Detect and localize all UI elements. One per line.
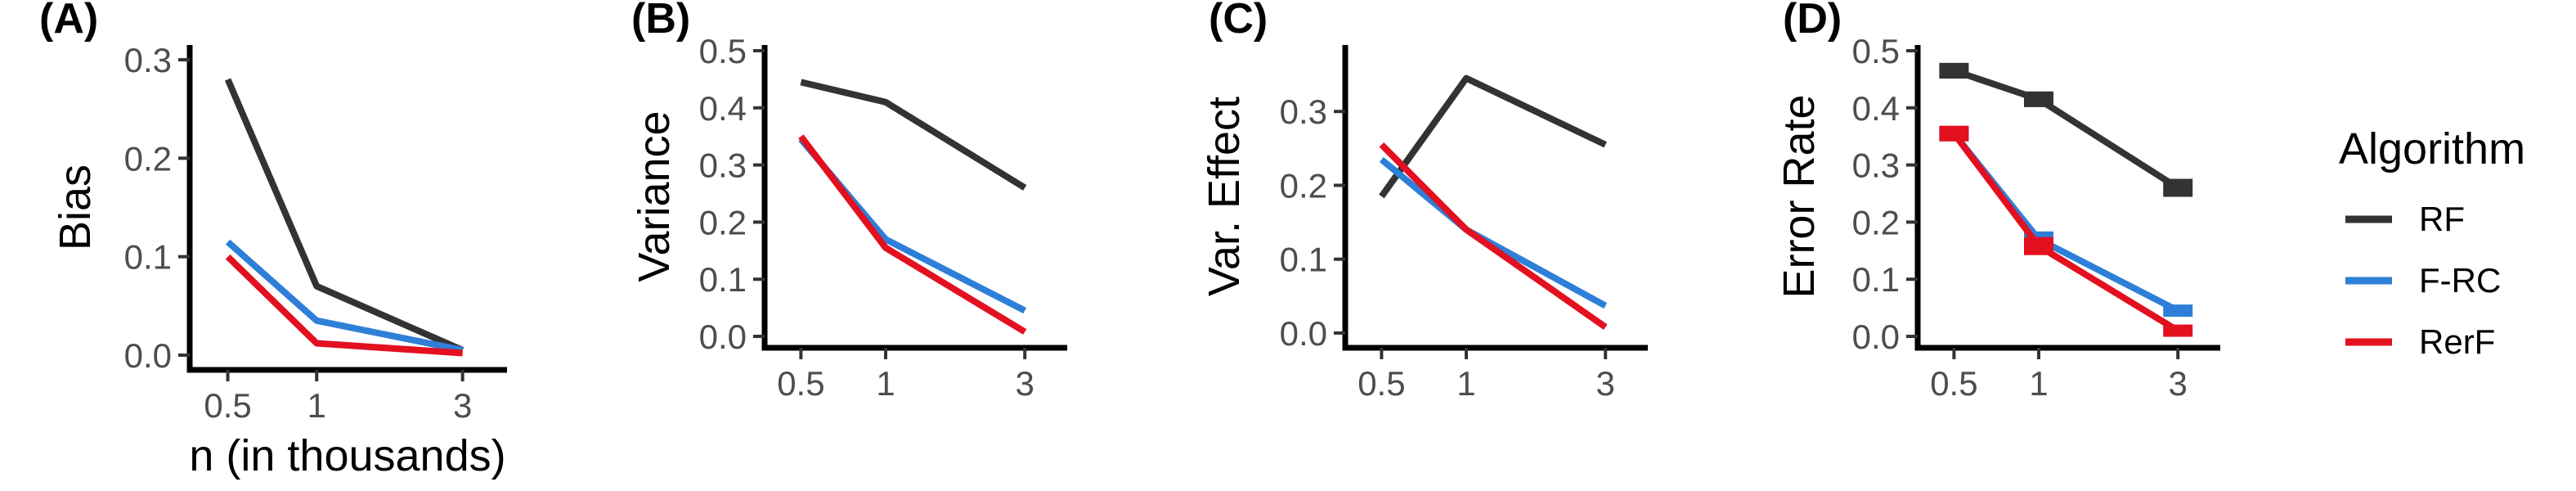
x-tick-label: 1 [2029,364,2048,403]
y-tick-label: 0.3 [1280,92,1327,131]
y-tick-label: 0.2 [1852,203,1900,241]
y-tick-label: 0.4 [699,89,747,128]
error-bar [2163,324,2193,337]
panels: (A) 0.0 0.1 0.2 0.3 0.5 1 3 Bias n (in thousands)… [39,0,2220,480]
x-tick-label: 1 [1456,364,1475,403]
panel-0: (A) 0.0 0.1 0.2 0.3 0.5 1 3 Bias n (in thousands) [39,0,507,480]
y-tick-label: 0.0 [699,318,747,356]
error-bar [2163,304,2193,318]
panel-letter: (D) [1783,0,1842,43]
series-line-rerf [1379,142,1608,330]
series-line-f-rc [225,239,464,354]
y-tick-label: 0.2 [699,203,747,241]
y-axis-title: Bias [51,164,100,250]
y-tick-label: 0.5 [699,32,747,70]
error-bar [2024,236,2053,255]
series-rerf [1379,142,1608,330]
x-tick-label: 0.5 [777,364,824,403]
series-rf [224,78,464,354]
y-axis-title: Variance [630,110,679,282]
error-bar [2024,91,2053,107]
series-rf [1379,74,1607,199]
y-tick-label: 0.2 [1280,166,1327,205]
y-tick-label: 0.1 [124,238,172,277]
panel-1: (B) 0.0 0.1 0.2 0.3 0.4 0.5 0.5 1 3 Variance [630,0,1067,403]
y-axis-title: Var. Effect [1200,97,1249,296]
y-tick-label: 0.5 [1852,32,1900,70]
y-axis-title: Error Rate [1775,94,1824,298]
series-rerf [798,134,1027,335]
series-line-rf [224,78,464,354]
y-tick-label: 0.1 [699,260,747,299]
x-axis-title: n (in thousands) [189,431,505,480]
y-tick-label: 0.3 [699,146,747,185]
panel-letter: (C) [1209,0,1268,43]
x-tick-label: 3 [1016,364,1034,403]
panel-3: (D) 0.0 0.1 0.2 0.3 0.4 0.5 0.5 1 3 Error Rate [1775,0,2220,403]
series-f-rc [1939,127,2193,318]
y-tick-label: 0.2 [124,139,172,178]
legend-title: Algorithm [2339,124,2525,173]
panel-2: (C) 0.0 0.1 0.2 0.3 0.5 1 3 Var. Effect [1200,0,1648,403]
x-tick-label: 3 [453,386,472,425]
series-f-rc [225,239,464,354]
series-rf [800,79,1027,191]
y-tick-label: 0.3 [124,41,172,79]
y-tick-label: 0.3 [1852,146,1900,185]
x-tick-label: 3 [2169,364,2188,403]
legend: Algorithm RF F-RC RerF [2339,124,2525,361]
series-rerf [225,254,463,357]
y-tick-label: 0.4 [1852,89,1900,128]
series-rf [1939,62,2193,197]
series-line-f-rc [1951,131,2180,314]
y-tick-label: 0.1 [1280,241,1327,279]
y-tick-label: 0.0 [1280,314,1327,353]
x-tick-label: 1 [876,364,895,403]
error-bar [1939,125,1969,142]
x-tick-label: 3 [1596,364,1615,403]
legend-label-rf: RF [2419,200,2465,238]
x-tick-label: 1 [307,386,326,425]
panel-letter: (A) [39,0,98,43]
panel-letter: (B) [631,0,690,43]
series-line-rf [1379,74,1607,199]
series-line-rerf [798,134,1027,335]
series-rerf [1939,125,2193,337]
x-tick-label: 0.5 [1358,364,1405,403]
legend-label-f-rc: F-RC [2419,261,2501,300]
error-bar [2163,178,2193,197]
y-tick-label: 0.1 [1852,260,1900,299]
legend-label-rerf: RerF [2419,322,2495,361]
error-bar [1939,62,1969,79]
x-tick-label: 0.5 [1930,364,1977,403]
y-tick-label: 0.0 [1852,318,1900,356]
series-line-rerf [225,254,463,357]
x-tick-label: 0.5 [204,386,251,425]
series-line-rf [800,79,1027,191]
y-tick-label: 0.0 [124,336,172,375]
